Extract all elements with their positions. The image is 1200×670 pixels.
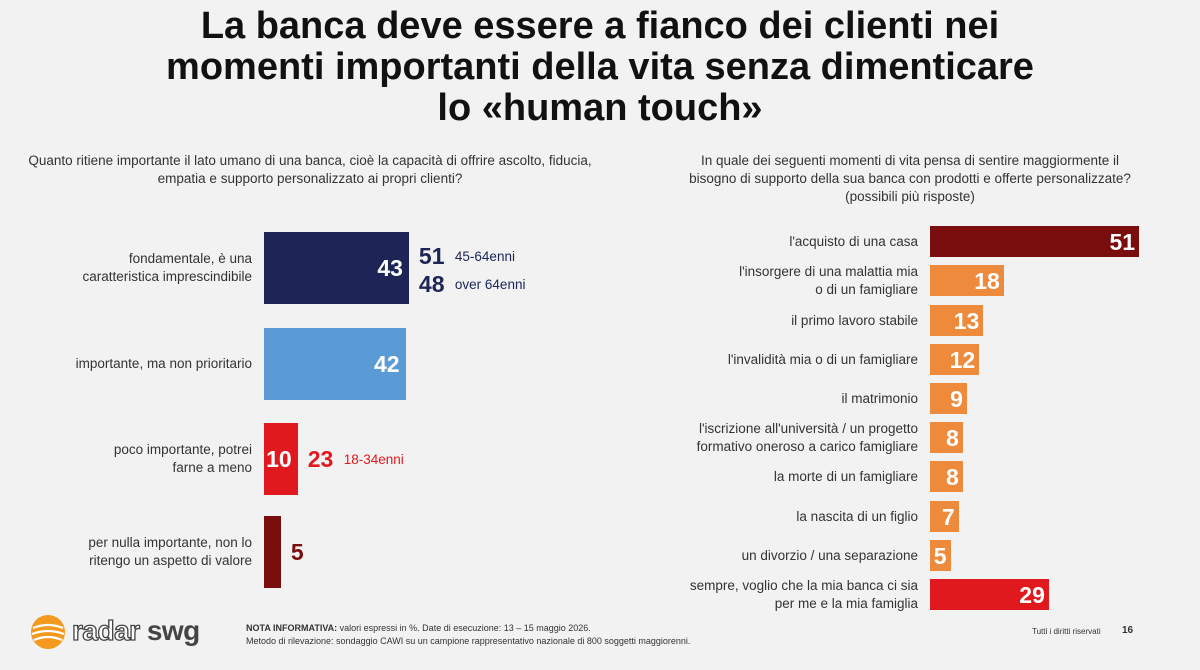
left-annotation-label: 45-64enni bbox=[454, 249, 515, 264]
right-bar-value: 18 bbox=[974, 267, 1000, 294]
right-category-label: sempre, voglio che la mia banca ci sia pe… bbox=[620, 577, 918, 613]
radar-swg-logo bbox=[31, 615, 65, 649]
logo-text-radar: radar bbox=[71, 614, 140, 646]
left-bar-value: 5 bbox=[290, 539, 304, 565]
right-category-label: il primo lavoro stabile bbox=[620, 312, 918, 330]
right-question: In quale dei seguenti momenti di vita pe… bbox=[640, 152, 1180, 206]
left-category-label-line: importante, ma non prioritario bbox=[75, 356, 252, 371]
right-category-label-line: o di un famigliare bbox=[815, 281, 918, 297]
right-bar bbox=[930, 579, 1049, 610]
right-bar bbox=[930, 226, 1140, 257]
right-bar bbox=[930, 305, 984, 336]
right-bar bbox=[930, 344, 980, 375]
left-category-label-line: ritengo un aspetto di valore bbox=[89, 553, 252, 568]
left-annotation-value: 51 bbox=[418, 243, 445, 269]
left-annotation-value: 23 bbox=[307, 446, 334, 472]
left-bar-value: 42 bbox=[373, 351, 400, 377]
right-category-label-line: il matrimonio bbox=[841, 390, 918, 406]
left-bar-value: 43 bbox=[377, 255, 403, 281]
left-category-label: importante, ma non prioritario bbox=[20, 355, 252, 373]
right-category-label: la morte di un famigliare bbox=[620, 468, 918, 486]
footer-note-line-2: Metodo di rilevazione: sondaggio CAWI su… bbox=[246, 636, 691, 646]
right-category-label-line: l'acquisto di una casa bbox=[789, 233, 918, 249]
right-category-label: l'invalidità mia o di un famigliare bbox=[620, 351, 918, 369]
right-bar-value: 5 bbox=[933, 542, 947, 569]
left-category-label: poco importante, potrei farne a meno bbox=[20, 441, 252, 477]
left-question: Quanto ritiene importante il lato umano … bbox=[28, 153, 592, 186]
logo-text: radar swg bbox=[71, 614, 200, 647]
right-bar bbox=[930, 265, 1004, 296]
right-bar bbox=[930, 540, 951, 571]
right-category-label-line: formativo oneroso a carico famigliare bbox=[696, 438, 918, 454]
title-line-1: La banca deve essere a fianco dei client… bbox=[200, 5, 1000, 47]
left-annotation-label: 18-34enni bbox=[343, 452, 404, 467]
footer-note: NOTA INFORMATIVA: valori espressi in %. … bbox=[246, 622, 866, 648]
right-question-line-3: (possibili più risposte) bbox=[845, 189, 975, 204]
right-question-line-1: In quale dei seguenti momenti di vita pe… bbox=[701, 153, 1119, 168]
left-bar bbox=[264, 232, 409, 304]
title-line-2: momenti importanti della vita senza dime… bbox=[166, 46, 1034, 88]
right-category-label-line: sempre, voglio che la mia banca ci sia bbox=[689, 577, 918, 593]
right-question-line-2: bisogno di supporto della sua banca con … bbox=[689, 171, 1131, 186]
right-category-label-line: il primo lavoro stabile bbox=[791, 312, 918, 328]
right-category-label-line: l'invalidità mia o di un famigliare bbox=[727, 351, 918, 367]
left-annotation-label: over 64enni bbox=[454, 277, 526, 292]
left-category-label-line: caratteristica imprescindibile bbox=[82, 269, 252, 284]
right-category-label: l'acquisto di una casa bbox=[620, 233, 918, 251]
right-bar-value: 29 bbox=[1019, 581, 1045, 608]
left-category-label-line: per nulla importante, non lo bbox=[88, 535, 252, 550]
footer-note-line-1: valori espressi in %. Date di esecuzione… bbox=[337, 623, 591, 633]
left-annotation-value: 48 bbox=[418, 271, 445, 297]
left-bar bbox=[264, 328, 406, 400]
rights-text: Tutti i diritti riservati bbox=[1032, 627, 1101, 636]
page-title: La banca deve essere a fianco dei client… bbox=[0, 6, 1200, 129]
right-bar-value: 12 bbox=[949, 346, 976, 373]
right-category-label: l'iscrizione all'università / un progett… bbox=[620, 420, 918, 456]
left-category-label-line: fondamentale, è una bbox=[128, 251, 252, 266]
left-bar bbox=[264, 516, 281, 588]
left-category-label: fondamentale, è una caratteristica impres… bbox=[20, 250, 252, 286]
title-line-3: lo «human touch» bbox=[437, 87, 763, 129]
left-category-label-line: poco importante, potrei bbox=[113, 442, 252, 457]
right-category-label: la nascita di un figlio bbox=[620, 508, 918, 526]
right-category-label-line: la nascita di un figlio bbox=[796, 508, 918, 524]
right-category-label-line: l'insorgere di una malattia mia bbox=[739, 263, 918, 279]
right-category-label: il matrimonio bbox=[620, 390, 918, 408]
logo-text-swg: swg bbox=[139, 615, 200, 646]
right-category-label-line: la morte di un famigliare bbox=[773, 468, 918, 484]
right-bar-value: 8 bbox=[946, 424, 959, 451]
right-bar-value: 7 bbox=[941, 503, 955, 530]
left-category-label-line: farne a meno bbox=[172, 460, 252, 475]
footer-note-label: NOTA INFORMATIVA: bbox=[246, 623, 338, 633]
right-category-label: un divorzio / una separazione bbox=[620, 547, 918, 565]
left-category-label: per nulla importante, non lo ritengo un a… bbox=[20, 534, 252, 570]
right-bar-value: 8 bbox=[946, 463, 959, 490]
right-bar bbox=[930, 422, 963, 453]
right-bar bbox=[930, 501, 959, 532]
right-bar bbox=[930, 383, 967, 414]
page-number: 16 bbox=[1122, 625, 1134, 636]
right-bar-value: 9 bbox=[950, 385, 963, 412]
left-bar bbox=[264, 423, 298, 495]
right-category-label: l'insorgere di una malattia mia o di un f… bbox=[620, 263, 918, 299]
right-category-label-line: un divorzio / una separazione bbox=[741, 547, 918, 563]
right-bar-value: 13 bbox=[953, 307, 980, 334]
right-bar bbox=[930, 461, 963, 492]
left-bar-value: 10 bbox=[266, 446, 292, 472]
right-bar-value: 51 bbox=[1109, 228, 1136, 255]
right-category-label-line: per me e la mia famiglia bbox=[774, 595, 918, 611]
right-category-label-line: l'iscrizione all'università / un progett… bbox=[698, 420, 918, 436]
